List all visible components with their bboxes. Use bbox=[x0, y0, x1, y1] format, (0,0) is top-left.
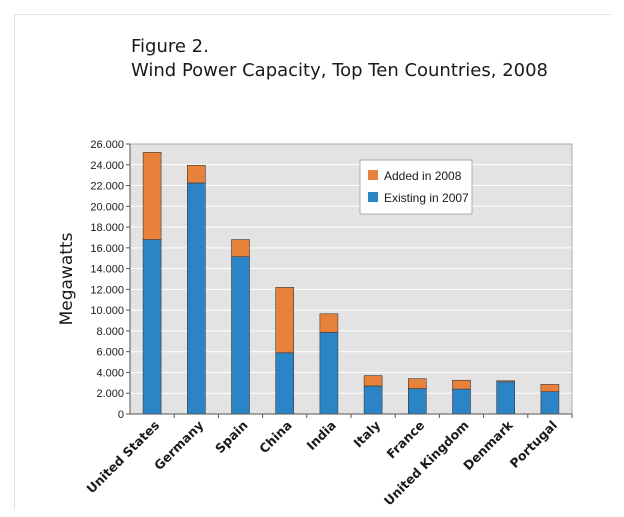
bar-existing bbox=[275, 352, 295, 415]
x-tick-label: France bbox=[383, 418, 427, 462]
y-tick-label: 2.000 bbox=[96, 388, 124, 400]
y-tick-label: 24.000 bbox=[90, 160, 124, 172]
x-tick-label: Spain bbox=[212, 418, 251, 457]
x-tick-label: United Kingdom bbox=[381, 418, 472, 509]
bar-added bbox=[275, 287, 295, 354]
y-tick-label: 4.000 bbox=[96, 367, 124, 379]
legend-box bbox=[359, 159, 473, 215]
bar-added bbox=[452, 379, 471, 390]
bar-existing bbox=[496, 381, 516, 415]
bar-existing bbox=[319, 332, 339, 415]
legend-label-added: Added in 2008 bbox=[384, 169, 462, 183]
y-tick-label: 14.000 bbox=[90, 264, 124, 276]
y-tick-label: 6.000 bbox=[96, 347, 124, 359]
bars bbox=[142, 152, 560, 415]
x-tick-label: Italy bbox=[350, 418, 383, 451]
y-tick-label: 26.000 bbox=[90, 139, 124, 151]
bar-added bbox=[319, 313, 339, 333]
bar-added bbox=[540, 384, 560, 392]
legend-swatch-added bbox=[368, 170, 378, 180]
legend-swatch-existing bbox=[368, 192, 378, 202]
bar-added bbox=[363, 375, 383, 387]
bar-added bbox=[496, 380, 516, 383]
bar-existing bbox=[407, 388, 427, 415]
bar-existing bbox=[231, 256, 250, 415]
bar-existing bbox=[142, 239, 162, 415]
y-tick-label: 22.000 bbox=[90, 181, 124, 193]
legend: Added in 2008 Existing in 2007 bbox=[359, 159, 473, 215]
chart-title: Wind Power Capacity, Top Ten Countries, … bbox=[131, 60, 549, 81]
bar-added bbox=[407, 378, 427, 389]
bar-added bbox=[187, 164, 206, 184]
y-tick-label: 10.000 bbox=[90, 305, 124, 317]
bar-existing bbox=[540, 391, 560, 415]
y-axis-label: Megawatts bbox=[57, 232, 77, 325]
figure-frame bbox=[14, 14, 611, 510]
y-tick-label: 16.000 bbox=[90, 243, 124, 255]
bar-added bbox=[231, 239, 250, 257]
bar-existing bbox=[452, 388, 471, 415]
x-tick-label: United States bbox=[83, 418, 162, 497]
bar-existing bbox=[363, 385, 383, 415]
y-tick-label: 0 bbox=[118, 409, 124, 421]
figure-number: Figure 2. bbox=[131, 36, 209, 57]
y-tick-labels: 0 2.000 4.000 6.000 8.000 10.000 12.000 14.000 1… bbox=[90, 139, 130, 421]
y-tick-label: 18.000 bbox=[90, 222, 124, 234]
x-tick-label: India bbox=[304, 418, 340, 454]
x-tick-label: China bbox=[256, 418, 295, 457]
y-tick-label: 8.000 bbox=[96, 326, 124, 338]
bar-added bbox=[142, 152, 162, 240]
bar-existing bbox=[187, 182, 206, 415]
y-tick-label: 12.000 bbox=[90, 284, 124, 296]
x-tick-label: Portugal bbox=[507, 418, 560, 471]
legend-label-existing: Existing in 2007 bbox=[384, 191, 469, 205]
y-tick-label: 20.000 bbox=[90, 201, 124, 213]
